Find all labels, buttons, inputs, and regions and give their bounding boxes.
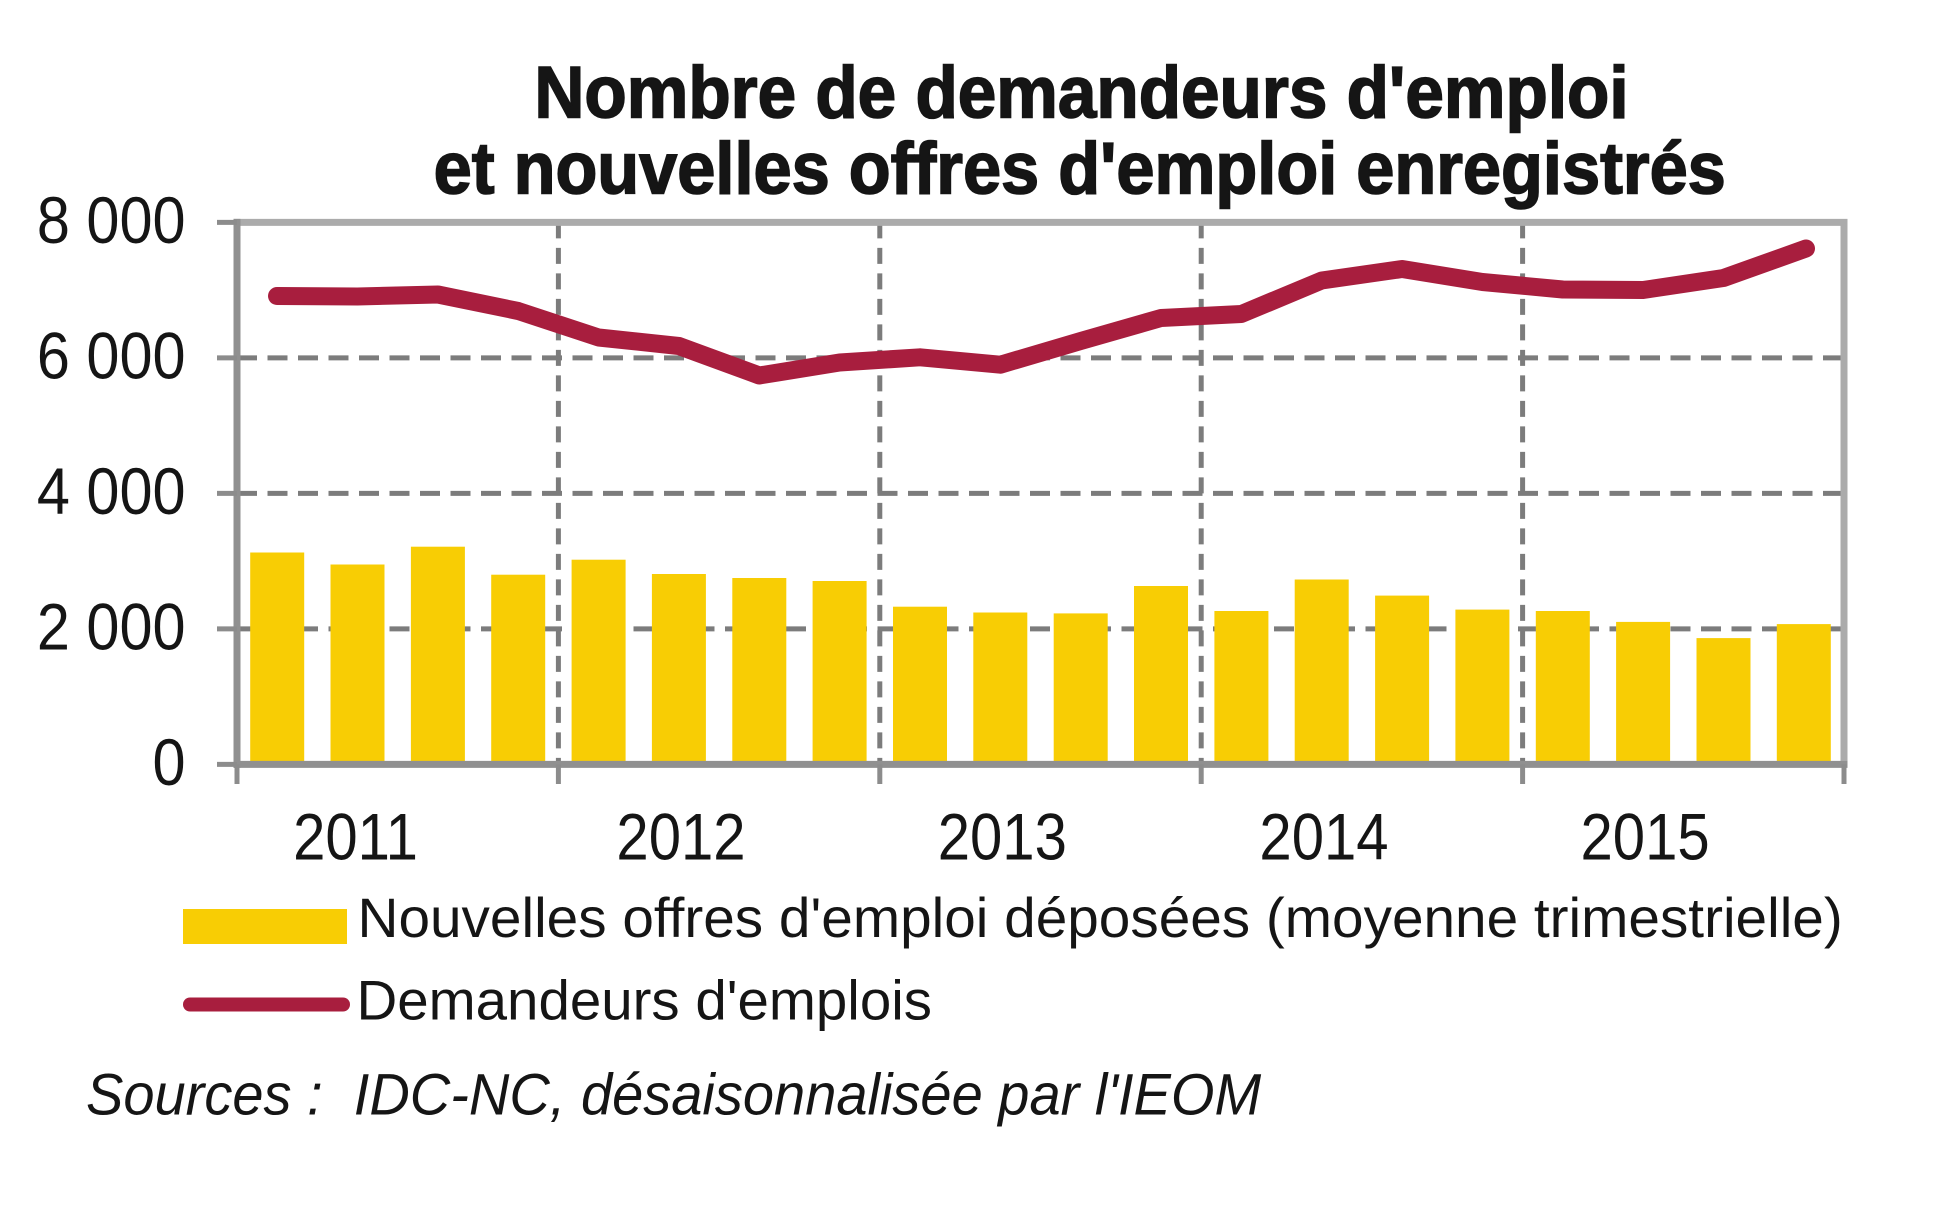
- svg-text:Sources : IDC-NC, désaisonnal: Sources : IDC-NC, désaisonnalisée par l'…: [86, 1062, 1262, 1127]
- svg-text:2 000: 2 000: [37, 591, 186, 665]
- svg-text:Nouvelles offres d'emploi dépo: Nouvelles offres d'emploi déposées (moye…: [358, 886, 1843, 949]
- svg-text:Demandeurs d'emplois: Demandeurs d'emplois: [357, 969, 932, 1032]
- svg-text:et nouvelles offres d'emploi e: et nouvelles offres d'emploi enregistrés: [434, 129, 1726, 210]
- svg-text:0: 0: [152, 726, 185, 800]
- svg-text:2011: 2011: [293, 801, 418, 874]
- svg-text:4 000: 4 000: [37, 455, 186, 529]
- svg-text:2013: 2013: [938, 801, 1067, 874]
- svg-text:6 000: 6 000: [37, 320, 186, 394]
- svg-text:Nombre de demandeurs d'emploi: Nombre de demandeurs d'emploi: [534, 53, 1628, 134]
- svg-text:2012: 2012: [616, 801, 745, 874]
- svg-text:2015: 2015: [1581, 801, 1710, 874]
- svg-text:8 000: 8 000: [37, 184, 186, 258]
- svg-text:2014: 2014: [1259, 801, 1388, 874]
